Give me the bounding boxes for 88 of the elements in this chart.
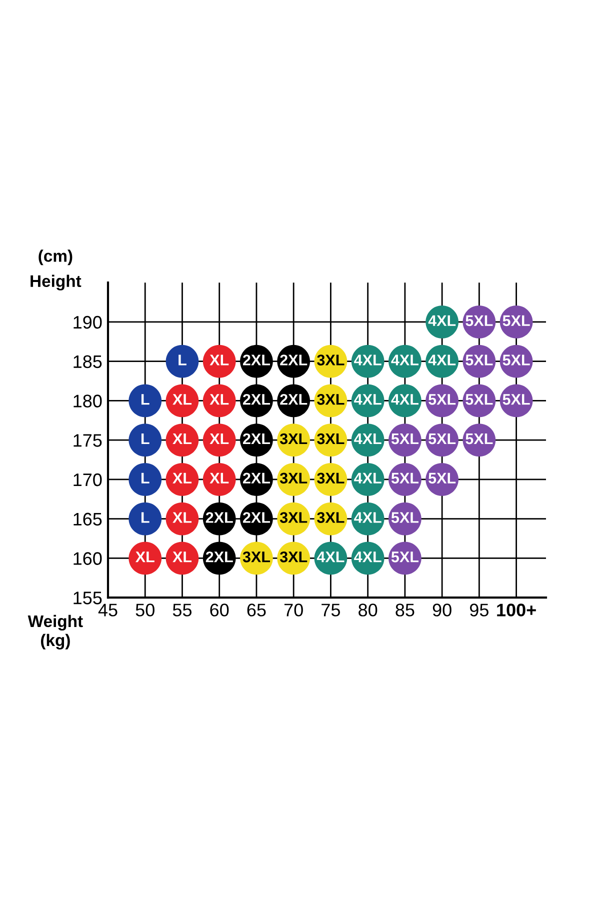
text: 5XL (391, 472, 418, 484)
series-label: 4XL (316, 552, 344, 562)
text: 5XL (466, 394, 493, 405)
text: 5XL (502, 394, 530, 405)
text: 5XL (428, 434, 456, 444)
point (166, 344, 199, 378)
text: XL (172, 552, 192, 562)
text: 3XL (280, 552, 308, 562)
text: XL (172, 512, 192, 523)
text: 3XL (317, 472, 344, 484)
point (128, 502, 162, 536)
text: 4XL (391, 394, 418, 405)
text: 4XL (391, 354, 418, 366)
text: 5XL (466, 434, 493, 444)
point (128, 384, 162, 418)
point (128, 424, 162, 457)
text: L (141, 394, 150, 405)
text: XL (172, 472, 192, 484)
x-tick-label: 55 (172, 604, 192, 616)
series-label: L (141, 512, 150, 523)
text: 4XL (354, 472, 382, 484)
text: 2XL (242, 354, 270, 366)
text: 4XL (428, 315, 456, 326)
text: L (178, 354, 186, 366)
x-tick-label: 65 (247, 604, 266, 616)
text: 5XL (428, 472, 456, 484)
y-tick-label: 160 (74, 552, 102, 565)
text: 3XL (317, 512, 344, 523)
point (128, 463, 162, 496)
x-tick-label: 45 (98, 604, 118, 616)
text: 3XL (317, 354, 344, 366)
text: 3XL (280, 433, 308, 444)
text: 4XL (354, 354, 382, 366)
text: (kg) (40, 634, 70, 650)
text: 4XL (354, 394, 382, 405)
text: XL (210, 434, 229, 444)
y-tick-label: 165 (74, 512, 102, 526)
text: L (141, 434, 150, 444)
text: 3XL (280, 472, 308, 484)
x-tick-label: 90 (432, 604, 452, 616)
x-tick-label: 75 (322, 604, 340, 616)
series-label: 2XL (280, 354, 308, 366)
x-tick-label: 85 (396, 604, 414, 616)
y-tick-label: 175 (74, 434, 102, 447)
x-tick-label: 70 (284, 604, 303, 616)
text: 5XL (502, 354, 530, 366)
text: 3XL (317, 433, 344, 444)
text: 2XL (280, 394, 308, 405)
x-tick-label: 100+ (497, 604, 536, 616)
text: 2XL (242, 512, 270, 523)
text: 2XL (242, 433, 270, 444)
x-tick-label: 80 (358, 604, 378, 616)
text: 4XL (354, 552, 382, 562)
y-axis-title: Height (30, 274, 82, 290)
x-axis-title: Weight (28, 614, 83, 631)
text: L (141, 472, 150, 484)
text: XL (172, 434, 192, 444)
text: 5XL (502, 315, 530, 326)
text: 4XL (354, 434, 382, 444)
text: 5XL (466, 315, 493, 326)
y-tick-label: 190 (74, 316, 102, 329)
text: 3XL (280, 512, 308, 523)
text: 3XL (317, 394, 344, 405)
series-label: 5XL (391, 434, 418, 444)
x-tick-label: 50 (136, 604, 154, 616)
text: 5XL (428, 394, 456, 405)
text: 5XL (466, 354, 493, 366)
y-tick-label: 155 (74, 592, 102, 604)
x-tick-label: 60 (210, 604, 229, 616)
x-tick-label: 95 (470, 604, 488, 616)
text: XL (172, 394, 192, 405)
text: 5XL (391, 512, 418, 523)
y-tick-label: 180 (74, 394, 102, 408)
series-label: 3XL (242, 552, 270, 562)
text: 2XL (242, 394, 270, 405)
text: XL (210, 472, 229, 484)
text: 5XL (391, 552, 418, 562)
series-label: XL (135, 552, 154, 562)
text: XL (210, 354, 229, 366)
text: (cm) (38, 250, 72, 266)
y-tick-label: 185 (74, 355, 102, 368)
text: 2XL (206, 552, 233, 562)
text: 4XL (428, 354, 456, 366)
text: 2XL (242, 472, 270, 484)
y-tick-label: 170 (74, 473, 102, 486)
text: 4XL (354, 512, 382, 523)
text: XL (210, 394, 229, 405)
text: 2XL (206, 512, 233, 523)
